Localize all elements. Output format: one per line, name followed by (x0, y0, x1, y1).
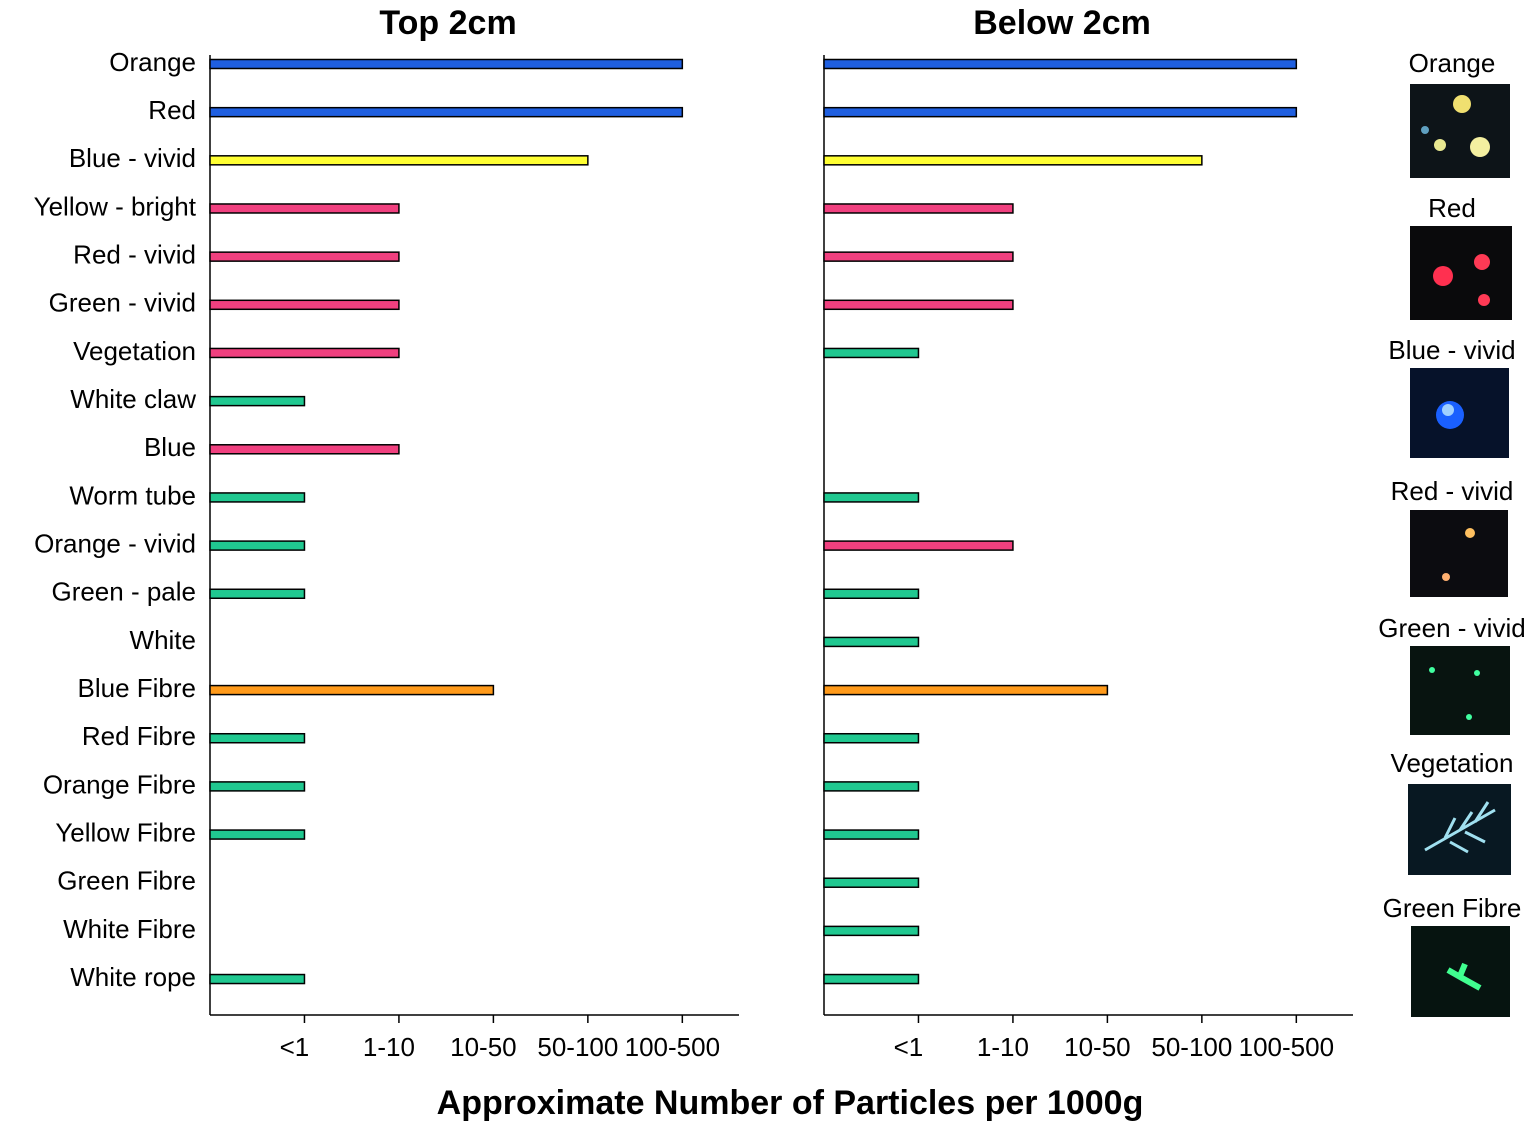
x-tick-label: <1 (894, 1032, 924, 1062)
x-tick-label: 1-10 (977, 1032, 1029, 1062)
bar (209, 395, 306, 407)
category-label: Yellow Fibre (55, 817, 196, 847)
x-tick-label: 1-10 (363, 1032, 415, 1062)
photo (1410, 510, 1508, 597)
category-label: White Fibre (63, 914, 196, 944)
bar (823, 58, 1298, 70)
x-tick-label: 50-100 (1151, 1032, 1232, 1062)
x-tick-label: 10-50 (450, 1032, 517, 1062)
photos (1408, 84, 1512, 1017)
particle (1446, 962, 1482, 991)
category-label: Green - vivid (49, 288, 196, 318)
bar (209, 492, 306, 503)
bar (209, 829, 306, 840)
category-label: Orange Fibre (43, 769, 196, 799)
bar (209, 58, 684, 70)
chart-title: Below 2cm (973, 4, 1151, 42)
bar (209, 684, 495, 696)
bar (823, 347, 920, 359)
x-tick-label: 100-500 (1239, 1032, 1334, 1062)
category-label: Blue Fibre (78, 673, 197, 703)
bar (823, 829, 920, 840)
category-label: Orange - vivid (34, 528, 196, 558)
bar (823, 925, 920, 937)
bar (823, 588, 920, 600)
category-label: White claw (70, 384, 196, 414)
particle (1442, 404, 1454, 416)
bar (209, 299, 400, 311)
photo-label: Red (1428, 193, 1476, 223)
chart-title: Top 2cm (379, 4, 516, 42)
bar (823, 684, 1109, 696)
bar (823, 877, 920, 888)
photo (1410, 646, 1510, 735)
category-label: Worm tube (69, 480, 196, 510)
bar (209, 347, 400, 359)
category-label: Red - vivid (73, 240, 196, 270)
photo (1410, 226, 1512, 320)
category-label: Vegetation (73, 336, 196, 366)
bar (823, 155, 1203, 166)
bar (823, 203, 1014, 214)
bar (209, 540, 306, 551)
category-label: White (130, 625, 196, 655)
bar (209, 588, 306, 600)
x-axis-label: Approximate Number of Particles per 1000… (437, 1084, 1144, 1122)
category-label: Yellow - bright (34, 191, 197, 221)
bar (823, 540, 1014, 551)
category-label: Green - pale (51, 577, 196, 607)
photo-label: Orange (1409, 48, 1496, 78)
bar (823, 973, 920, 985)
bar (209, 444, 400, 455)
particle (1424, 801, 1496, 854)
bar (209, 732, 306, 744)
bar (209, 203, 400, 214)
particle (1429, 667, 1435, 673)
particle (1442, 573, 1450, 581)
photo-label: Green - vivid (1378, 613, 1525, 643)
particle (1478, 294, 1490, 306)
photo-label: Red - vivid (1391, 476, 1514, 506)
bar (823, 781, 920, 792)
bar (823, 492, 920, 503)
particle (1470, 137, 1490, 157)
particle (1453, 95, 1471, 113)
photo-label: Vegetation (1391, 748, 1514, 778)
bar (209, 973, 306, 985)
bar (823, 636, 920, 648)
category-label: Green Fibre (57, 866, 196, 896)
x-tick-label: 50-100 (537, 1032, 618, 1062)
bar (209, 106, 684, 118)
bar (209, 781, 306, 792)
bar (209, 251, 400, 262)
bar (823, 732, 920, 744)
category-label: Red Fibre (82, 721, 196, 751)
photo-label: Blue - vivid (1388, 335, 1515, 365)
x-tick-label: 10-50 (1064, 1032, 1131, 1062)
particle (1433, 266, 1453, 286)
x-tick-label: 100-500 (625, 1032, 720, 1062)
bar (823, 251, 1014, 262)
particle (1474, 254, 1490, 270)
particle (1474, 670, 1480, 676)
photo-label: Green Fibre (1383, 893, 1522, 923)
particle (1434, 139, 1446, 151)
x-tick-label: <1 (280, 1032, 310, 1062)
particle (1465, 528, 1475, 538)
bar (209, 155, 589, 166)
category-label: White rope (70, 962, 196, 992)
category-label: Orange (109, 47, 196, 77)
category-label: Blue - vivid (69, 143, 196, 173)
category-label: Blue (144, 432, 196, 462)
bar (823, 299, 1014, 311)
category-label: Red (148, 95, 196, 125)
particle (1466, 714, 1472, 720)
particle (1421, 126, 1429, 134)
bar (823, 106, 1298, 118)
